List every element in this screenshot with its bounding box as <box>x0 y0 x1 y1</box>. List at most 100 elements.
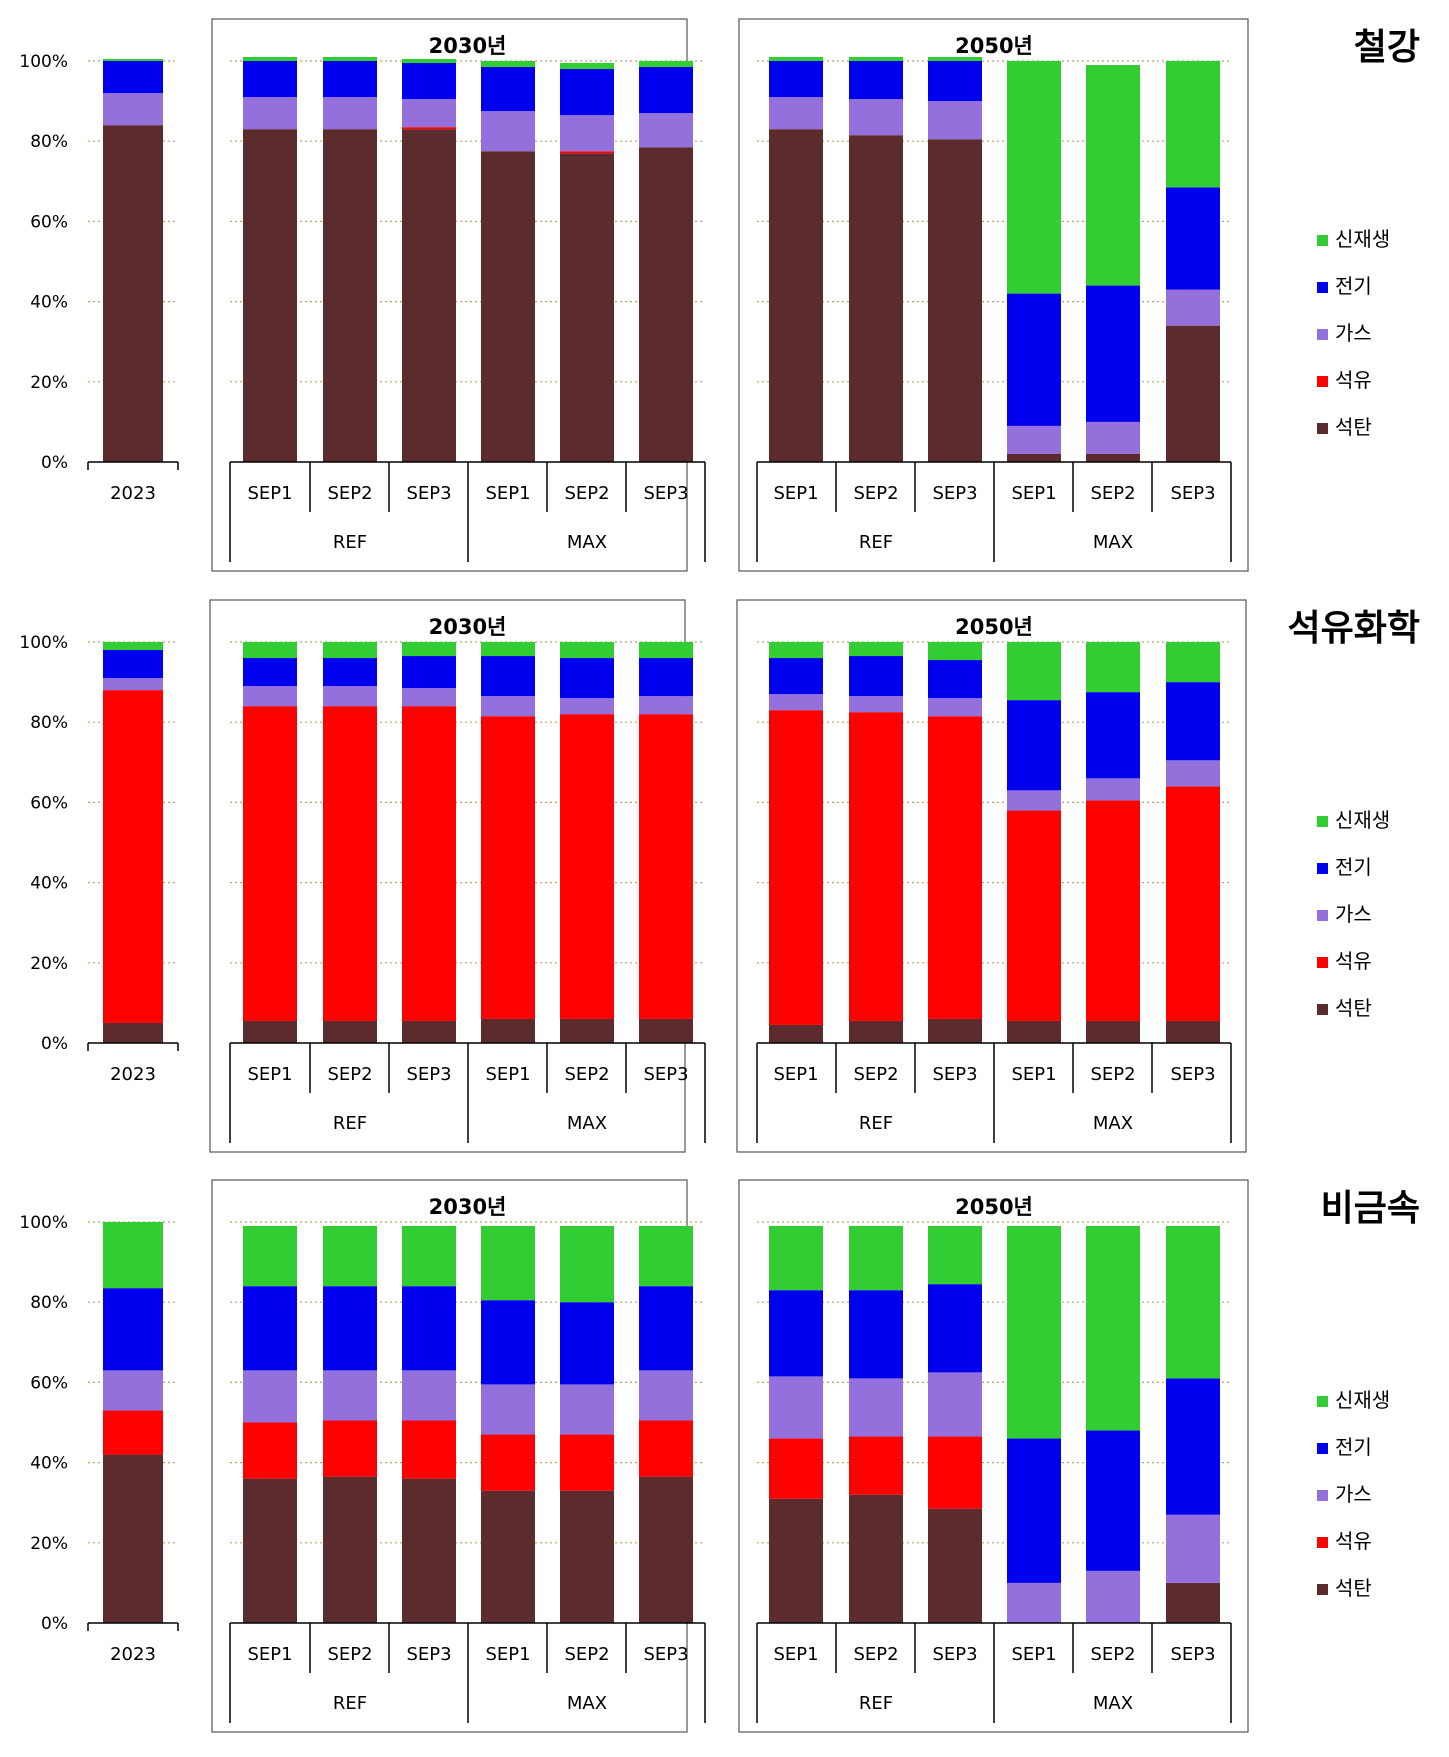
category-label: SEP1 <box>485 1644 530 1665</box>
category-label: SEP1 <box>1011 1064 1056 1085</box>
panel-2030년: 2030년 SEP1 SEP2 SEP3 SEP1 SEP2 SEP3 REF MAX <box>211 18 706 572</box>
legend-label: 가스 <box>1335 902 1372 926</box>
bar-segment-석유 <box>769 1438 823 1499</box>
bar-3 <box>1007 642 1061 1043</box>
bar-1 <box>849 56 903 462</box>
bar-3 <box>1007 1226 1061 1623</box>
category-label: SEP1 <box>773 483 818 504</box>
bar-segment-전기 <box>849 656 903 697</box>
legend-label: 전기 <box>1335 274 1372 298</box>
category-label: SEP3 <box>932 1644 977 1665</box>
bar-segment-가스 <box>639 696 693 715</box>
bar-segment-석유 <box>560 714 614 1019</box>
category-label: SEP2 <box>1090 483 1135 504</box>
bar-0 <box>769 642 823 1043</box>
category-label: SEP3 <box>932 1064 977 1085</box>
y-tick-label: 60% <box>30 793 68 813</box>
category-label: SEP1 <box>1011 483 1056 504</box>
bar-5 <box>1166 642 1220 1043</box>
bar-segment-석탄 <box>481 1490 535 1623</box>
bar-segment-전기 <box>560 658 614 699</box>
legend-label: 석탄 <box>1335 1576 1372 1600</box>
bar-4 <box>1086 642 1140 1043</box>
bar-segment-전기 <box>639 1286 693 1371</box>
bar-segment-전기 <box>1086 692 1140 779</box>
category-label: 2023 <box>110 1064 156 1085</box>
category-label: SEP2 <box>1090 1644 1135 1665</box>
panel-title: 2030년 <box>429 34 507 58</box>
bar-segment-전기 <box>769 658 823 695</box>
y-tick-label: 0% <box>41 1034 68 1054</box>
bar-4 <box>1086 1226 1140 1623</box>
bar-segment-신재생 <box>481 61 535 68</box>
legend-swatch <box>1317 910 1328 921</box>
category-label: SEP1 <box>1011 1644 1056 1665</box>
panel-frame <box>738 1179 1249 1733</box>
bar-0 <box>243 642 297 1043</box>
category-label: 2023 <box>110 1644 156 1665</box>
bar-segment-신재생 <box>323 1226 377 1287</box>
bar-2 <box>402 642 456 1043</box>
bar-segment-신재생 <box>560 642 614 659</box>
y-tick-label: 80% <box>30 713 68 733</box>
bar-segment-석탄 <box>1166 325 1220 462</box>
bar-5 <box>639 642 693 1043</box>
legend-swatch <box>1317 957 1328 968</box>
category-label: SEP3 <box>406 483 451 504</box>
category-label: SEP1 <box>485 1064 530 1085</box>
bar-0 <box>103 642 163 1043</box>
bar-segment-석탄 <box>1086 453 1140 462</box>
bar-segment-석탄 <box>560 1490 614 1623</box>
bar-segment-전기 <box>928 660 982 699</box>
sector-title: 석유화학 <box>1288 608 1420 649</box>
category-label: SEP3 <box>406 1064 451 1085</box>
bar-2 <box>928 1226 982 1623</box>
bar-segment-가스 <box>849 1378 903 1437</box>
bar-segment-신재생 <box>103 1222 163 1289</box>
bar-segment-신재생 <box>243 642 297 659</box>
bar-segment-석탄 <box>1166 1582 1220 1623</box>
bar-segment-신재생 <box>769 642 823 659</box>
bar-segment-전기 <box>243 1286 297 1371</box>
group-label: MAX <box>1093 1113 1133 1134</box>
y-tick-label: 100% <box>19 52 68 72</box>
bar-segment-가스 <box>481 696 535 717</box>
bar-segment-석탄 <box>243 129 297 463</box>
bar-segment-전기 <box>243 61 297 98</box>
bar-segment-신재생 <box>243 56 297 61</box>
bar-segment-석탄 <box>243 1020 297 1043</box>
category-label: SEP2 <box>564 1644 609 1665</box>
panel-title: 2050년 <box>955 1195 1033 1219</box>
sector-title: 철강 <box>1354 27 1420 68</box>
bar-segment-전기 <box>769 61 823 98</box>
panel-2050년: 2050년 SEP1 SEP2 SEP3 SEP1 SEP2 SEP3 REF MAX <box>738 18 1249 572</box>
bar-segment-석유 <box>103 690 163 1023</box>
bar-0 <box>243 1226 297 1623</box>
group-label: REF <box>333 532 367 553</box>
bar-segment-신재생 <box>560 63 614 70</box>
y-tick-label: 60% <box>30 212 68 232</box>
bar-segment-석탄 <box>639 1018 693 1043</box>
legend-swatch <box>1317 329 1328 340</box>
bar-segment-신재생 <box>639 61 693 68</box>
bar-segment-신재생 <box>849 642 903 657</box>
bar-segment-전기 <box>323 61 377 98</box>
legend-swatch <box>1317 1490 1328 1501</box>
bar-segment-신재생 <box>639 642 693 659</box>
bar-segment-석유 <box>323 1420 377 1477</box>
legend-label: 가스 <box>1335 321 1372 345</box>
category-label: SEP2 <box>327 483 372 504</box>
bar-segment-가스 <box>1007 425 1061 454</box>
bar-segment-신재생 <box>849 56 903 61</box>
bar-segment-석탄 <box>769 1024 823 1043</box>
legend-swatch <box>1317 376 1328 387</box>
bar-segment-석유 <box>769 710 823 1025</box>
bar-segment-가스 <box>849 99 903 136</box>
bar-segment-전기 <box>1007 1438 1061 1583</box>
group-label: MAX <box>1093 532 1133 553</box>
legend-swatch <box>1317 423 1328 434</box>
legend-label: 신재생 <box>1335 227 1390 251</box>
bar-segment-석유 <box>103 1410 163 1455</box>
legend-swatch <box>1317 863 1328 874</box>
bar-segment-가스 <box>323 1370 377 1421</box>
